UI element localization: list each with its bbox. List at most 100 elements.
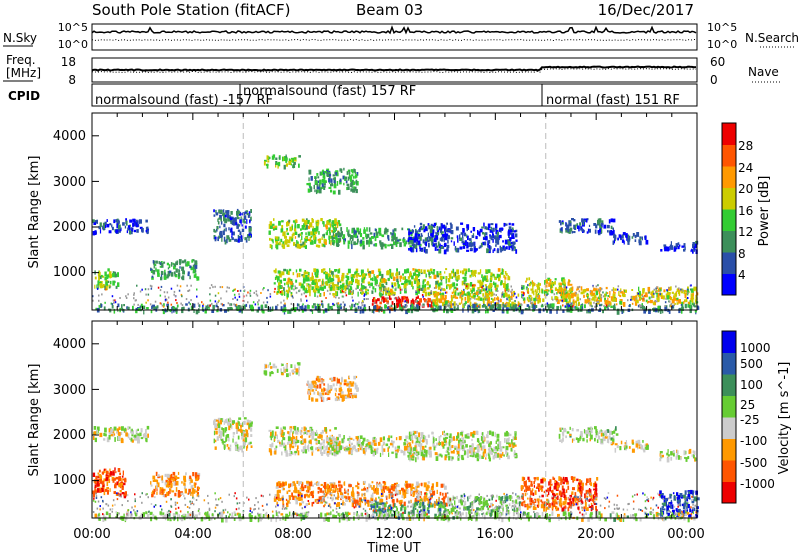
power-cell [396,276,399,279]
power-cell [376,275,379,279]
power-cell [447,278,451,283]
power-cell [675,243,678,247]
power-ground-cell [600,296,603,299]
power-ground-cell [635,297,637,300]
power-cell [446,308,449,314]
power-ground-cell [239,289,242,292]
power-cell [133,218,136,223]
power-cell [393,282,397,287]
power-cell [356,181,359,186]
vel-cell [460,432,463,436]
power-cell [277,270,281,274]
power-cell [172,262,174,265]
vel-cell [192,472,195,477]
power-cell [401,282,404,285]
vel-cell [303,446,307,451]
power-cell [94,230,97,235]
power-cell [509,238,512,242]
power-cell [283,287,285,292]
power-cell [387,244,390,247]
vel-cell [150,484,153,487]
vel-cell [462,446,466,452]
power-ground-cell [501,295,503,298]
power-ground-cell [546,289,549,292]
power-cell [299,233,302,236]
vel-cell [167,491,170,496]
power-cell [442,288,446,291]
power-cell [329,286,333,291]
power-cell [488,248,491,252]
power-cell [330,240,332,244]
vel-cell [342,396,345,401]
power-ground-cell [350,290,353,293]
power-cell [416,282,419,287]
power-ground-cell [262,288,264,291]
power-cell [598,293,602,298]
power-cell [456,269,460,275]
power-cell [135,219,138,225]
power-cell [109,271,112,276]
power-cell [571,286,574,289]
power-cell [581,228,583,231]
power-cell [583,294,585,298]
vel-cell [337,440,341,446]
power-ground-cell [362,301,364,304]
power-cell [613,239,615,244]
vel-cell [343,435,345,440]
power-cell [475,291,479,295]
power-cell [416,274,420,278]
vel-cell [246,422,250,426]
power-cell [610,225,613,230]
power-ground-cell [325,297,327,299]
vel-cell [350,437,353,440]
vel-cell [455,438,458,441]
power-ground-cell [279,291,282,293]
power-cell [335,170,339,173]
power-ground-cell [640,297,642,300]
power-cell [443,237,445,243]
vel-cell [304,442,306,447]
power-cell [612,293,614,297]
power-cell [362,278,365,284]
power-cell [435,295,438,300]
vel-cell [140,428,143,433]
power-ground-cell [644,294,646,297]
vel-cell [173,481,176,486]
vel-cell [312,450,314,453]
power-cell [412,300,415,305]
vel-cell [421,445,425,450]
vel-cell [243,440,246,446]
power-ground-cell [511,293,513,296]
power-cell [362,245,365,250]
power-cell [92,219,95,224]
power-cell [454,291,457,296]
power-cell [277,276,280,281]
power-cell [318,183,321,187]
power-cell [419,245,421,250]
vel-cell [456,446,459,451]
power-cell [150,268,152,271]
vel-cell [311,430,314,436]
power-cell [175,268,178,273]
power-cell [193,309,195,313]
vel-cell [106,470,109,474]
power-cell [533,299,536,304]
power-cell [110,274,113,278]
power-ground-cell [207,304,210,307]
power-ground-cell [496,297,498,300]
vel-cell [156,491,158,495]
vel-cell [177,477,180,479]
power-cell [302,241,305,245]
power-cell [146,226,149,229]
power-cell [326,170,328,174]
power-cell [312,231,316,237]
power-cell [318,239,321,244]
power-cell [502,245,505,249]
vel-cell [440,435,442,438]
power-cell [544,290,547,295]
vel-cell [219,436,222,441]
power-cell [660,249,663,252]
power-cell [313,290,317,294]
power-cell [463,232,467,237]
power-cell [451,270,454,274]
